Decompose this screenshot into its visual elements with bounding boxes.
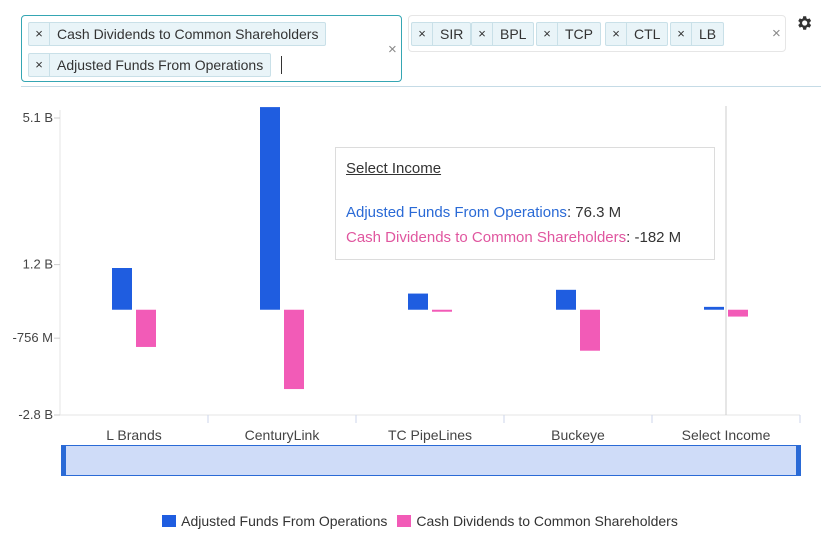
legend-swatch xyxy=(162,515,177,527)
clear-metrics-icon[interactable]: × xyxy=(388,41,397,58)
tooltip-row: Cash Dividends to Common Shareholders: -… xyxy=(346,229,682,246)
bar-dividends xyxy=(728,309,748,317)
legend-item-dividends[interactable]: Cash Dividends to Common Shareholders xyxy=(397,513,678,529)
metric-chip-label: Adjusted Funds From Operations xyxy=(57,57,264,73)
remove-chip-icon[interactable]: × xyxy=(606,23,627,45)
y-tick-label: -2.8 B xyxy=(18,407,53,422)
ticker-chip: × SIR xyxy=(411,22,472,46)
ticker-selector[interactable]: × SIR × BPL × TCP × CTL × LB × xyxy=(408,15,786,52)
text-cursor xyxy=(281,56,282,74)
ticker-chip-label: BPL xyxy=(500,26,527,42)
remove-chip-icon[interactable]: × xyxy=(29,23,50,45)
tooltip-series-name: Cash Dividends to Common Shareholders xyxy=(346,229,627,246)
remove-chip-icon[interactable]: × xyxy=(472,23,493,45)
tooltip-value: 76.3 M xyxy=(575,204,622,221)
bar-afo xyxy=(260,107,280,310)
bar-dividends xyxy=(136,309,156,347)
bar-afo xyxy=(556,289,576,310)
ticker-chip-label: CTL xyxy=(634,26,661,42)
ticker-chip: × CTL xyxy=(605,22,669,46)
tooltip-series-name: Adjusted Funds From Operations xyxy=(346,204,567,221)
bar-afo xyxy=(704,306,724,310)
navigator-left-handle[interactable] xyxy=(62,446,66,475)
chart-legend: Adjusted Funds From Operations Cash Divi… xyxy=(0,513,840,529)
tooltip-row: Adjusted Funds From Operations: 76.3 M xyxy=(346,204,622,221)
tooltip-value: -182 M xyxy=(634,229,682,246)
x-tick-label: TC PipeLines xyxy=(388,427,472,443)
navigator-right-handle[interactable] xyxy=(796,446,800,475)
y-tick-label: 1.2 B xyxy=(23,257,53,272)
clear-tickers-icon[interactable]: × xyxy=(772,25,781,42)
ticker-chip-label: TCP xyxy=(565,26,593,42)
remove-chip-icon[interactable]: × xyxy=(412,23,433,45)
bar-afo xyxy=(408,293,428,310)
bar-dividends xyxy=(432,309,452,312)
bar-afo xyxy=(112,268,132,310)
ticker-chip: × TCP xyxy=(536,22,601,46)
metric-chip-label: Cash Dividends to Common Shareholders xyxy=(57,26,319,42)
y-tick-label: 5.1 B xyxy=(23,110,53,125)
remove-chip-icon[interactable]: × xyxy=(671,23,692,45)
range-navigator[interactable] xyxy=(61,445,801,476)
y-tick-label: -756 M xyxy=(13,330,53,345)
chart-tooltip: Select Income Adjusted Funds From Operat… xyxy=(335,147,715,260)
metric-selector[interactable]: × Cash Dividends to Common Shareholders … xyxy=(21,15,402,82)
remove-chip-icon[interactable]: × xyxy=(29,54,50,76)
x-tick-label: Buckeye xyxy=(551,427,605,443)
bar-dividends xyxy=(284,309,304,390)
bar-chart: 5.1 B 1.2 B -756 M -2.8 B L Brands CenturyLin… xyxy=(13,106,801,443)
ticker-chip-label: SIR xyxy=(440,26,464,42)
bar-dividends xyxy=(580,309,600,351)
legend-label: Cash Dividends to Common Shareholders xyxy=(416,513,678,529)
metric-chip: × Cash Dividends to Common Shareholders xyxy=(28,22,327,46)
gear-icon[interactable] xyxy=(795,14,813,32)
ticker-chip-label: LB xyxy=(699,26,717,42)
remove-chip-icon[interactable]: × xyxy=(537,23,558,45)
tooltip-title: Select Income xyxy=(346,160,442,177)
legend-label: Adjusted Funds From Operations xyxy=(181,513,388,529)
ticker-chip: × LB xyxy=(670,22,725,46)
legend-swatch xyxy=(397,515,412,527)
metric-chip: × Adjusted Funds From Operations xyxy=(28,53,272,77)
x-tick-label: Select Income xyxy=(682,427,771,443)
x-tick-label: CenturyLink xyxy=(245,427,321,443)
legend-item-afo[interactable]: Adjusted Funds From Operations xyxy=(162,513,387,529)
ticker-chip: × BPL xyxy=(471,22,535,46)
x-tick-label: L Brands xyxy=(106,427,162,443)
header-divider xyxy=(21,86,821,87)
